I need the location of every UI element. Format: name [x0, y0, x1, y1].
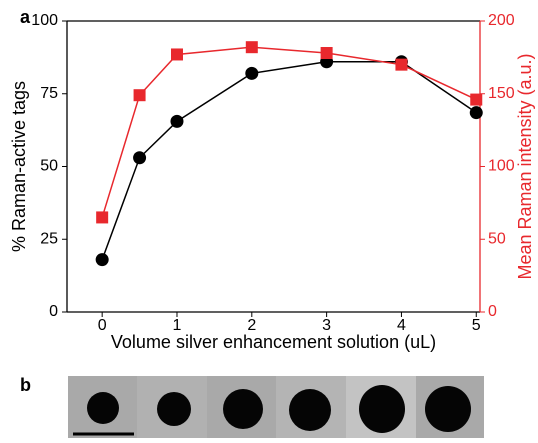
x-tick-label: 5	[472, 317, 481, 334]
marker	[395, 58, 408, 71]
x-axis-label: Volume silver enhancement solution (uL)	[111, 332, 436, 352]
x-tick-label: 3	[322, 317, 331, 334]
x-tick-label: 0	[98, 317, 107, 334]
marker	[245, 66, 259, 80]
panel-label: a	[20, 7, 31, 27]
panel-label: b	[20, 375, 31, 395]
y-tick-label: 75	[40, 85, 58, 102]
y-axis-label: % Raman-active tags	[9, 81, 29, 252]
particle	[87, 392, 119, 424]
marker	[320, 47, 333, 60]
y-tick-label: 50	[40, 158, 58, 175]
marker	[469, 106, 483, 120]
micrographs	[68, 376, 484, 438]
marker	[96, 211, 109, 224]
x-tick-label: 2	[247, 317, 256, 334]
y2-tick-label: 0	[488, 303, 497, 320]
x-tick-label: 4	[397, 317, 406, 334]
particle	[425, 386, 471, 432]
y-tick-label: 25	[40, 230, 58, 247]
marker	[245, 41, 258, 54]
particle	[223, 389, 263, 429]
particle	[359, 385, 405, 433]
x-tick-label: 1	[173, 317, 182, 334]
y2-axis-label: Mean Raman intensity (a.u.)	[515, 53, 535, 279]
y2-tick-label: 200	[488, 12, 515, 29]
marker	[95, 253, 109, 267]
y-tick-label: 0	[49, 303, 58, 320]
y2-tick-label: 100	[488, 158, 515, 175]
y2-tick-label: 50	[488, 230, 506, 247]
marker	[470, 93, 483, 106]
y2-tick-label: 150	[488, 85, 515, 102]
marker	[133, 151, 147, 165]
particle	[157, 392, 191, 426]
marker	[170, 114, 184, 128]
marker	[170, 48, 183, 61]
series-line	[101, 60, 477, 260]
y-tick-label: 100	[31, 12, 58, 29]
series-line	[101, 46, 477, 218]
particle	[289, 389, 331, 431]
marker	[133, 89, 146, 102]
